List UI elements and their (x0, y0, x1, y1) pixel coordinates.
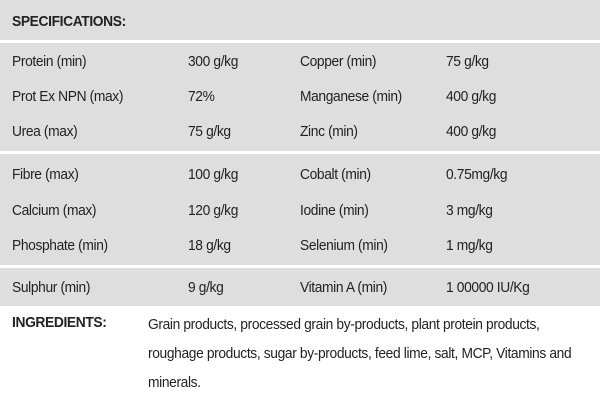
spec-value: 3 mg/kg (446, 202, 493, 219)
spec-value: 0.75mg/kg (446, 166, 508, 183)
spec-name: Prot Ex NPN (max) (12, 88, 124, 105)
spec-name: Vitamin A (min) (300, 279, 388, 296)
spec-name: Copper (min) (300, 53, 377, 70)
ingredients-text: Grain products, processed grain by-produ… (148, 316, 540, 333)
spec-name: Urea (max) (12, 123, 78, 140)
spec-name: Sulphur (min) (12, 279, 91, 296)
spec-name: Phosphate (min) (12, 237, 108, 254)
spec-name: Zinc (min) (300, 123, 358, 140)
spec-value: 300 g/kg (188, 53, 239, 70)
spec-value: 75 g/kg (188, 123, 231, 140)
spec-value: 400 g/kg (446, 88, 497, 105)
spec-value: 120 g/kg (188, 202, 239, 219)
spec-value: 400 g/kg (446, 123, 497, 140)
separator (0, 265, 600, 268)
spec-name: Iodine (min) (300, 202, 369, 219)
spec-value: 75 g/kg (446, 53, 489, 70)
spec-value: 1 00000 IU/Kg (446, 279, 530, 296)
specifications-title: SPECIFICATIONS: (12, 13, 126, 30)
spec-value: 18 g/kg (188, 237, 231, 254)
spec-name: Protein (min) (12, 53, 87, 70)
spec-name: Selenium (min) (300, 237, 388, 254)
spec-value: 100 g/kg (188, 166, 239, 183)
ingredients-text: minerals. (148, 374, 201, 391)
spec-name: Manganese (min) (300, 88, 402, 105)
ingredients-text: roughage products, sugar by-products, fe… (148, 345, 572, 362)
spec-value: 9 g/kg (188, 279, 224, 296)
separator (0, 151, 600, 154)
spec-name: Cobalt (min) (300, 166, 371, 183)
ingredients-label: INGREDIENTS: (12, 314, 107, 331)
spec-name: Fibre (max) (12, 166, 79, 183)
spec-name: Calcium (max) (12, 202, 97, 219)
separator (0, 40, 600, 43)
spec-value: 72% (188, 88, 215, 105)
spec-value: 1 mg/kg (446, 237, 493, 254)
